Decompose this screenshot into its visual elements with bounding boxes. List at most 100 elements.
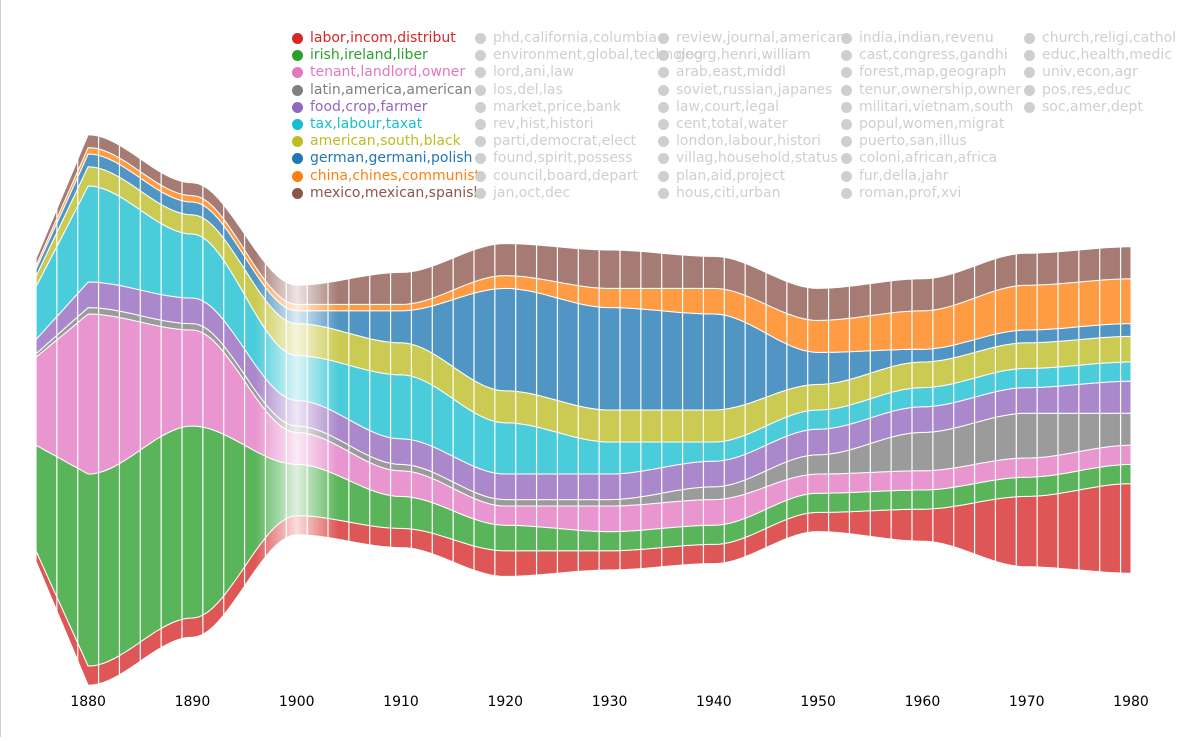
legend-item: american,south,black: [292, 133, 482, 150]
legend-item: univ,econ,agr: [1024, 64, 1176, 81]
frame-border: [0, 0, 1, 737]
legend-item: labor,incom,distribut: [292, 30, 482, 47]
legend-column: india,indian,revenu cast,congress,gandhi f…: [841, 30, 1021, 202]
legend-item: tenur,ownership,owner: [841, 82, 1021, 99]
legend-label: hous,citi,urban: [676, 184, 781, 201]
legend-label: univ,econ,agr: [1042, 64, 1138, 81]
legend-item: hous,citi,urban: [658, 185, 845, 202]
legend-item: lord,ani,law: [475, 64, 703, 81]
legend-marker-icon: [475, 153, 486, 165]
legend-item: environment,global,technolog: [475, 47, 703, 64]
legend-item: puerto,san,illus: [841, 133, 1021, 150]
legend-marker-icon: [475, 170, 486, 182]
legend-marker-icon: [658, 67, 669, 79]
legend-marker-icon: [292, 33, 303, 44]
legend-item: food,crop,farmer: [292, 99, 482, 116]
legend-column: church,religi,cathol educ,health,medic uni…: [1024, 30, 1176, 116]
legend-label: church,religi,cathol: [1042, 30, 1177, 46]
legend-item: forest,map,geograph: [841, 64, 1021, 81]
legend-marker-icon: [1024, 101, 1035, 113]
legend-label: fur,della,jahr: [859, 167, 949, 184]
legend-marker-icon: [475, 84, 486, 96]
legend-marker-icon: [841, 187, 852, 199]
legend-label: phd,california,columbia: [493, 30, 657, 46]
x-tick-label: 1930: [592, 694, 628, 710]
legend-label: london,labour,histori: [676, 133, 821, 150]
legend-marker-icon: [841, 84, 852, 96]
legend-marker-icon: [841, 67, 852, 79]
legend-marker-icon: [475, 33, 486, 44]
legend-item: london,labour,histori: [658, 133, 845, 150]
legend-item: jan,oct,dec: [475, 185, 703, 202]
legend-column: review,journal,american georg,henri,willi…: [658, 30, 845, 202]
legend-label: tenur,ownership,owner: [859, 81, 1021, 98]
legend-label: roman,prof,xvi: [859, 184, 962, 201]
x-tick-label: 1940: [696, 694, 732, 710]
legend-marker-icon: [292, 84, 303, 96]
legend-item: roman,prof,xvi: [841, 185, 1021, 202]
x-tick-label: 1980: [1113, 694, 1149, 710]
legend-label: georg,henri,william: [676, 47, 811, 64]
legend-item: plan,aid,project: [658, 168, 845, 185]
legend-marker-icon: [475, 118, 486, 130]
x-tick-label: 1910: [383, 694, 419, 710]
legend-label: lord,ani,law: [493, 64, 575, 81]
legend-item: latin,america,american: [292, 82, 482, 99]
legend-item: law,court,legal: [658, 99, 845, 116]
legend-marker-icon: [658, 50, 669, 62]
x-tick-label: 1880: [70, 694, 106, 710]
legend-marker-icon: [658, 153, 669, 165]
legend-marker-icon: [292, 50, 303, 62]
x-tick-label: 1890: [175, 694, 211, 710]
legend-item: militari,vietnam,south: [841, 99, 1021, 116]
legend-label: india,indian,revenu: [859, 30, 994, 46]
legend-item: found,spirit,possess: [475, 150, 703, 167]
legend-item: villag,household,status: [658, 150, 845, 167]
legend-item: fur,della,jahr: [841, 168, 1021, 185]
legend-label: soc,amer,dept: [1042, 98, 1143, 115]
legend-marker-icon: [292, 67, 303, 79]
legend-item: tax,labour,taxat: [292, 116, 482, 133]
legend-item: council,board,depart: [475, 168, 703, 185]
legend-item: soviet,russian,japanes: [658, 82, 845, 99]
legend-marker-icon: [658, 187, 669, 199]
legend-marker-icon: [658, 136, 669, 148]
legend-item: educ,health,medic: [1024, 47, 1176, 64]
legend-marker-icon: [658, 118, 669, 130]
legend-label: los,del,las: [493, 81, 563, 98]
legend-item: market,price,bank: [475, 99, 703, 116]
legend-marker-icon: [841, 136, 852, 148]
legend-label: militari,vietnam,south: [859, 98, 1014, 115]
legend-label: china,chines,communist: [310, 167, 481, 184]
legend-item: irish,ireland,liber: [292, 47, 482, 64]
legend-item: arab,east,middl: [658, 64, 845, 81]
legend-marker-icon: [292, 170, 303, 182]
legend-label: popul,women,migrat: [859, 115, 1005, 132]
x-tick-label: 1920: [487, 694, 523, 710]
legend-item: german,germani,polish: [292, 150, 482, 167]
legend-label: review,journal,american: [676, 30, 846, 46]
legend-item: india,indian,revenu: [841, 30, 1021, 47]
legend-label: latin,america,american: [310, 81, 472, 98]
legend-label: soviet,russian,japanes: [676, 81, 833, 98]
legend-label: plan,aid,project: [676, 167, 786, 184]
legend-marker-icon: [1024, 33, 1035, 44]
legend-marker-icon: [841, 33, 852, 44]
x-tick-label: 1950: [800, 694, 836, 710]
legend-item: georg,henri,william: [658, 47, 845, 64]
legend-item: parti,democrat,elect: [475, 133, 703, 150]
legend-marker-icon: [841, 50, 852, 62]
legend-marker-icon: [292, 101, 303, 113]
fade-band: [255, 0, 339, 700]
legend-marker-icon: [1024, 67, 1035, 79]
legend-label: found,spirit,possess: [493, 150, 633, 167]
legend-label: german,germani,polish: [310, 150, 473, 167]
legend-marker-icon: [1024, 50, 1035, 62]
legend-label: arab,east,middl: [676, 64, 786, 81]
legend-marker-icon: [1024, 84, 1035, 96]
legend-label: tax,labour,taxat: [310, 115, 423, 132]
legend-item: church,religi,cathol: [1024, 30, 1176, 47]
legend-label: forest,map,geograph: [859, 64, 1007, 81]
